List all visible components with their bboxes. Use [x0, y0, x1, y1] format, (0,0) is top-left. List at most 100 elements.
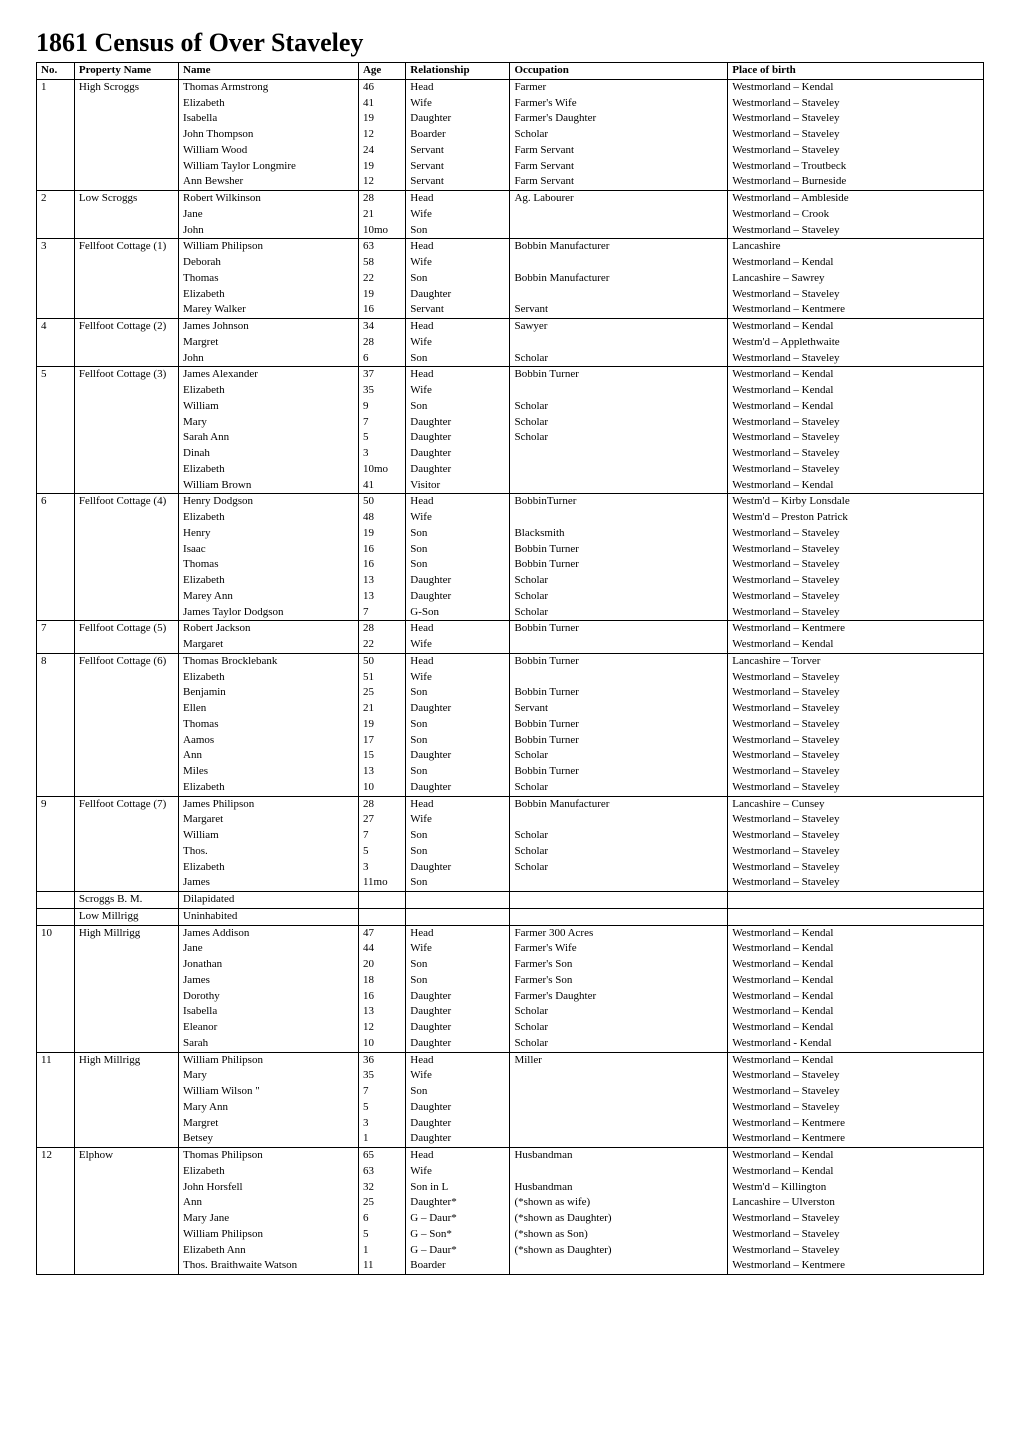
cell-occupation: Farmer's Wife [510, 941, 728, 957]
cell-relationship: Son [406, 223, 510, 239]
table-row: Ann15DaughterScholarWestmorland – Stavel… [37, 748, 984, 764]
cell-relationship: Son [406, 557, 510, 573]
cell-name: Mary [179, 1068, 359, 1084]
cell-property [74, 670, 178, 686]
table-row: Ellen21DaughterServantWestmorland – Stav… [37, 701, 984, 717]
cell-name: Ellen [179, 701, 359, 717]
cell-age: 1 [358, 1243, 405, 1259]
cell-place-of-birth: Lancashire – Ulverston [728, 1195, 984, 1211]
cell-occupation: Scholar [510, 589, 728, 605]
cell-no [37, 1004, 75, 1020]
col-no: No. [37, 63, 75, 80]
cell-place-of-birth: Lancashire [728, 239, 984, 255]
col-prop: Property Name [74, 63, 178, 80]
cell-relationship: Son [406, 717, 510, 733]
cell-place-of-birth: Westmorland – Kendal [728, 1004, 984, 1020]
cell-place-of-birth: Westmorland – Staveley [728, 589, 984, 605]
cell-age: 10 [358, 1036, 405, 1052]
cell-occupation: Farmer 300 Acres [510, 925, 728, 941]
cell-relationship: Head [406, 79, 510, 95]
cell-property [74, 717, 178, 733]
cell-no [37, 127, 75, 143]
table-row: Isaac16SonBobbin TurnerWestmorland – Sta… [37, 542, 984, 558]
cell-property [74, 399, 178, 415]
cell-place-of-birth: Westm'd – Preston Patrick [728, 510, 984, 526]
cell-property [74, 764, 178, 780]
cell-place-of-birth: Westmorland – Staveley [728, 223, 984, 239]
cell-age: 35 [358, 1068, 405, 1084]
table-row: Jane21WifeWestmorland – Crook [37, 207, 984, 223]
cell-no: 4 [37, 319, 75, 335]
cell-no: 11 [37, 1052, 75, 1068]
cell-name: Margret [179, 335, 359, 351]
cell-age: 32 [358, 1180, 405, 1196]
cell-name: William Philipson [179, 1227, 359, 1243]
table-row: Thomas16SonBobbin TurnerWestmorland – St… [37, 557, 984, 573]
cell-name: Deborah [179, 255, 359, 271]
cell-occupation: Scholar [510, 748, 728, 764]
cell-property [74, 143, 178, 159]
cell-relationship: Wife [406, 510, 510, 526]
cell-age: 6 [358, 351, 405, 367]
cell-no [37, 1164, 75, 1180]
cell-age: 21 [358, 701, 405, 717]
cell-age: 5 [358, 844, 405, 860]
cell-name: Thos. [179, 844, 359, 860]
cell-no [37, 446, 75, 462]
cell-age: 5 [358, 430, 405, 446]
cell-place-of-birth: Westmorland – Staveley [728, 828, 984, 844]
cell-occupation: Scholar [510, 430, 728, 446]
cell-place-of-birth: Westmorland – Burneside [728, 174, 984, 190]
cell-relationship: Head [406, 191, 510, 207]
cell-relationship: G – Daur* [406, 1211, 510, 1227]
cell-name: Marey Walker [179, 302, 359, 318]
cell-relationship: Son [406, 399, 510, 415]
cell-age: 10mo [358, 462, 405, 478]
cell-place-of-birth: Westmorland – Kentmere [728, 1116, 984, 1132]
cell-name: Thomas [179, 271, 359, 287]
cell-occupation: (*shown as Son) [510, 1227, 728, 1243]
cell-occupation: Husbandman [510, 1148, 728, 1164]
cell-name: Mary Ann [179, 1100, 359, 1116]
cell-no: 6 [37, 494, 75, 510]
cell-name: William [179, 828, 359, 844]
cell-property [74, 605, 178, 621]
cell-place-of-birth: Westmorland – Kentmere [728, 1131, 984, 1147]
cell-name: Margaret [179, 812, 359, 828]
cell-occupation [510, 875, 728, 891]
cell-occupation: Bobbin Manufacturer [510, 796, 728, 812]
table-row: 2Low ScroggsRobert Wilkinson28HeadAg. La… [37, 191, 984, 207]
cell-occupation: Scholar [510, 860, 728, 876]
cell-age: 20 [358, 957, 405, 973]
cell-occupation: Scholar [510, 415, 728, 431]
cell-place-of-birth: Westmorland – Staveley [728, 875, 984, 891]
cell-name: Jane [179, 207, 359, 223]
cell-age: 13 [358, 589, 405, 605]
table-row: Sarah Ann5DaughterScholarWestmorland – S… [37, 430, 984, 446]
cell-no: 5 [37, 367, 75, 383]
col-rel: Relationship [406, 63, 510, 80]
cell-name: Elizabeth [179, 96, 359, 112]
cell-property: Fellfoot Cottage (1) [74, 239, 178, 255]
table-row: Elizabeth48WifeWestm'd – Preston Patrick [37, 510, 984, 526]
cell-occupation: Bobbin Turner [510, 542, 728, 558]
cell-property [74, 223, 178, 239]
col-occ: Occupation [510, 63, 728, 80]
cell-age: 3 [358, 446, 405, 462]
cell-no [37, 415, 75, 431]
cell-occupation [510, 510, 728, 526]
cell-age: 16 [358, 989, 405, 1005]
cell-place-of-birth: Westmorland – Staveley [728, 860, 984, 876]
cell-relationship: Head [406, 925, 510, 941]
table-row: Henry19SonBlacksmithWestmorland – Stavel… [37, 526, 984, 542]
cell-relationship: Daughter* [406, 1195, 510, 1211]
cell-property: Elphow [74, 1148, 178, 1164]
cell-no [37, 812, 75, 828]
cell-occupation: Miller [510, 1052, 728, 1068]
cell-no: 10 [37, 925, 75, 941]
cell-relationship: Daughter [406, 462, 510, 478]
cell-name: William [179, 399, 359, 415]
cell-age: 5 [358, 1100, 405, 1116]
col-age: Age [358, 63, 405, 80]
cell-no [37, 589, 75, 605]
